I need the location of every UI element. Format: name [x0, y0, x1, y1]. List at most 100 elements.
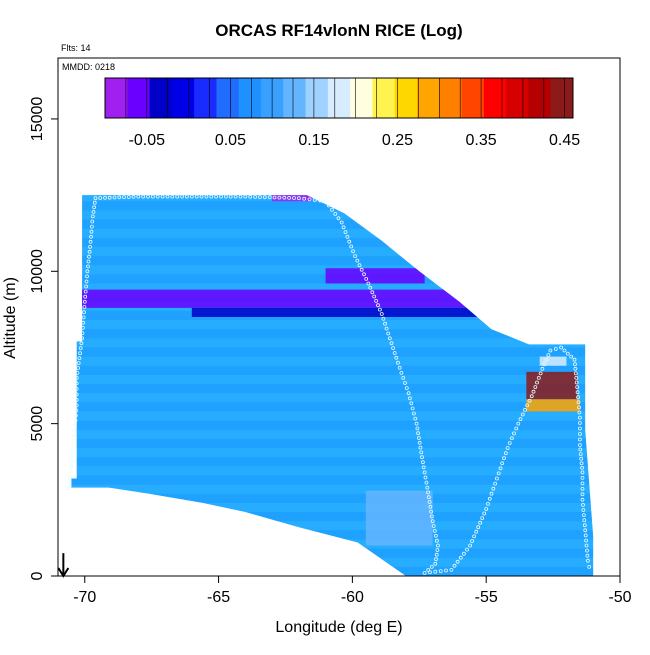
track-point: [416, 431, 421, 436]
track-point: [489, 491, 494, 496]
track-point: [500, 461, 505, 466]
track-point: [580, 486, 585, 491]
track-point: [68, 469, 73, 474]
track-point: [209, 194, 214, 199]
background-band: [71, 384, 594, 394]
track-point: [343, 230, 348, 235]
track-point: [85, 274, 89, 279]
track-point: [103, 195, 107, 200]
feature-high-ice-core: [526, 371, 578, 400]
background-band: [71, 338, 594, 348]
track-point: [424, 480, 429, 485]
background-band: [71, 347, 594, 357]
track-point: [381, 316, 386, 321]
track-point: [487, 496, 492, 501]
arrow-head: [57, 567, 70, 578]
track-point: [536, 375, 541, 380]
track-point: [576, 400, 581, 405]
track-point: [535, 380, 539, 385]
track-point: [569, 354, 574, 359]
track-point: [482, 511, 487, 516]
track-point: [496, 471, 501, 476]
colorbar-swatch: [238, 78, 262, 118]
background-band: [71, 466, 594, 476]
track-point: [88, 244, 92, 249]
track-point: [516, 421, 521, 426]
track-point: [421, 465, 426, 470]
track-point: [579, 456, 584, 461]
track-point: [415, 426, 420, 431]
track-point: [175, 194, 180, 199]
track-point: [353, 254, 358, 259]
background-band: [71, 484, 594, 494]
track-point: [486, 501, 490, 506]
track-point: [80, 336, 84, 341]
track-point: [433, 533, 438, 538]
track-point: [470, 539, 475, 543]
track-point: [433, 561, 438, 566]
track-point: [83, 289, 88, 294]
track-point: [503, 451, 508, 456]
colorbar-swatch: [394, 78, 418, 118]
track-point: [83, 294, 88, 299]
track-point: [585, 553, 590, 558]
track-point: [345, 234, 350, 239]
track-point: [529, 394, 534, 399]
track-point: [411, 411, 416, 416]
arrow-marker: [57, 553, 70, 578]
track-point: [76, 361, 81, 366]
track-point: [370, 290, 375, 295]
track-point: [71, 444, 76, 448]
y-tick-label: 10000: [29, 249, 46, 294]
track-point: [512, 431, 516, 436]
background-band: [71, 402, 594, 412]
colorbar-tick-label: 0.35: [466, 132, 497, 149]
background-band: [71, 246, 594, 257]
track-point: [578, 447, 583, 452]
track-point: [86, 259, 91, 264]
track-point: [70, 449, 75, 454]
track-point: [155, 194, 160, 199]
track-point: [117, 195, 122, 200]
feature-ice-lower-layer: [526, 399, 580, 412]
background-band: [71, 512, 594, 522]
feature-light-plume: [365, 490, 433, 546]
track-point: [326, 203, 331, 208]
track-point: [422, 470, 427, 475]
colorbar-swatch: [283, 78, 306, 118]
colorbar-frame: [104, 77, 574, 119]
colorbar-swatch: [417, 78, 440, 118]
track-point: [84, 284, 88, 289]
colorbar-swatch: [528, 78, 552, 118]
track-point: [165, 194, 170, 199]
background-band: [71, 493, 594, 503]
track-point: [472, 534, 477, 539]
track-point: [580, 465, 584, 470]
background-band: [71, 539, 594, 549]
track-point: [435, 548, 440, 552]
track-point: [478, 520, 483, 525]
track-point: [586, 558, 590, 563]
track-point: [74, 392, 79, 397]
track-point: [379, 312, 384, 316]
track-point: [339, 220, 344, 225]
track-point: [505, 446, 510, 450]
track-point: [474, 529, 479, 534]
track-point: [267, 195, 272, 200]
track-point: [85, 269, 90, 274]
track-point: [377, 307, 382, 312]
background-band: [71, 210, 594, 220]
track-point: [548, 348, 553, 353]
track-point: [71, 438, 76, 443]
background-band: [71, 530, 594, 540]
track-point: [559, 345, 563, 350]
track-point: [518, 417, 523, 422]
track-point: [507, 441, 512, 446]
track-point: [248, 194, 253, 199]
track-point: [484, 507, 489, 511]
track-point: [194, 194, 199, 199]
track-point: [573, 366, 578, 371]
track-point: [347, 239, 352, 244]
background-band: [71, 219, 594, 229]
track-point: [302, 196, 307, 201]
